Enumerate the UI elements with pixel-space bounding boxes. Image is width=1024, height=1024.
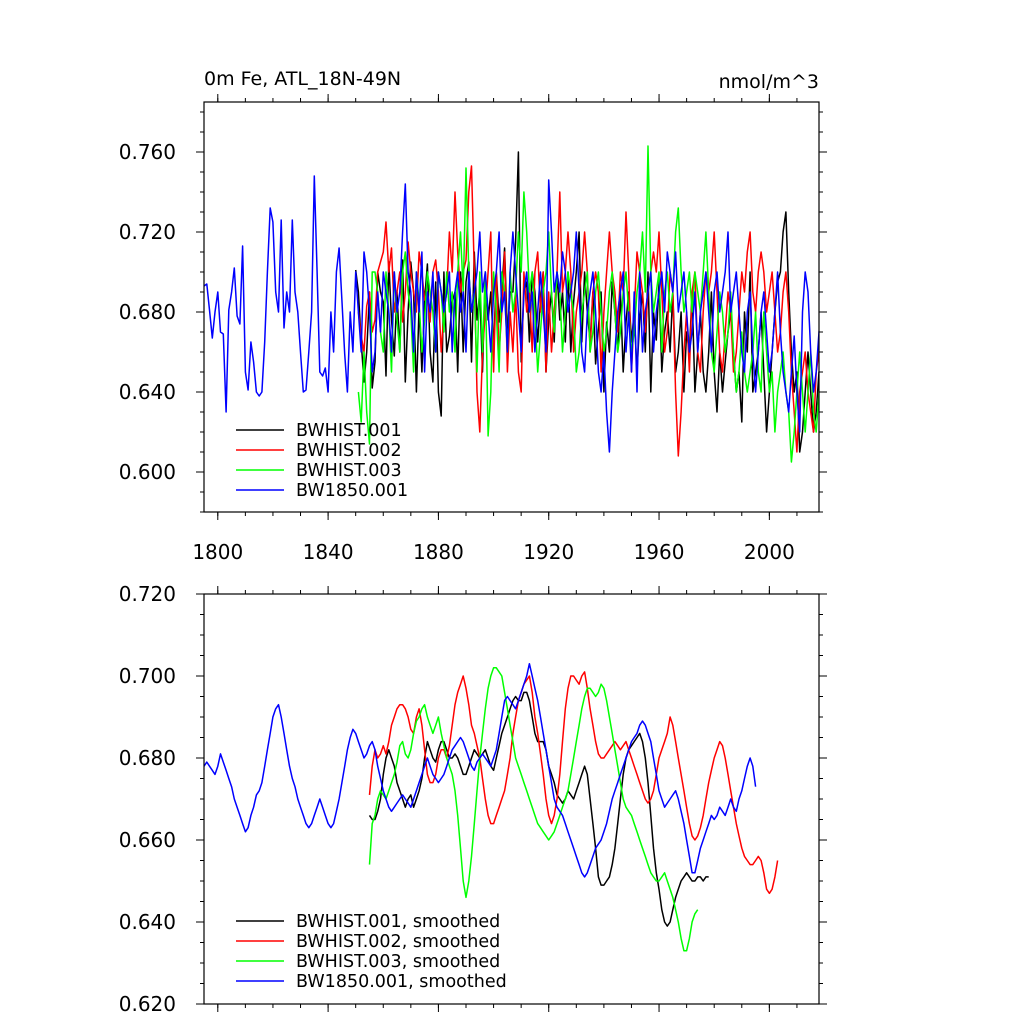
- smoothed-y-tick-label: 0.680: [119, 746, 176, 770]
- smoothed-legend-label-3: BWHIST.003, smoothed: [296, 952, 500, 972]
- smoothed-series-line-4: [204, 662, 757, 878]
- smoothed-axis-ticks: 0.620 0.640 0.660 0.680 0.700 0.720: [119, 582, 827, 1016]
- raw-x-tick-label: 2000: [744, 540, 795, 564]
- smoothed-y-tick-label: 0.620: [119, 992, 176, 1016]
- smoothed-y-tick-label: 0.660: [119, 828, 176, 852]
- smoothed-series-line-2: [368, 671, 779, 895]
- raw-plot-frame: [203, 101, 820, 513]
- smoothed-y-tick-label: 0.700: [119, 664, 176, 688]
- raw-x-tick-label: 1920: [523, 540, 574, 564]
- raw-legend-label-1: BWHIST.001: [296, 421, 402, 441]
- raw-legend-label-3: BWHIST.003: [296, 461, 402, 481]
- smoothed-legend-label-4: BW1850.001, smoothed: [296, 972, 507, 992]
- raw-x-tick-label: 1960: [634, 540, 685, 564]
- raw-y-tick-label: 0.720: [119, 220, 176, 244]
- raw-title-left: 0m Fe, ATL_18N-49N: [204, 68, 401, 90]
- smoothed-plot-area: [204, 662, 779, 952]
- raw-legend-label-2: BWHIST.002: [296, 441, 402, 461]
- smoothed-legend-label-1: BWHIST.001, smoothed: [296, 912, 500, 932]
- raw-x-tick-label: 1880: [413, 540, 464, 564]
- smoothed-y-tick-label: 0.640: [119, 910, 176, 934]
- raw-y-tick-label: 0.640: [119, 380, 176, 404]
- smoothed-series-line-3: [368, 667, 699, 952]
- raw-y-tick-label: 0.600: [119, 460, 176, 484]
- smoothed-y-tick-label: 0.720: [119, 582, 176, 606]
- raw-plot-area: [204, 145, 819, 463]
- raw-title-right: nmol/m^3: [719, 71, 819, 93]
- raw-axis-ticks: 0.600 0.640 0.680 0.720 0.760 1800 1840 1880 192…: [119, 94, 827, 564]
- smoothed-panel: 0.620 0.640 0.660 0.680 0.700 0.720 BWHIST.00…: [119, 582, 827, 1016]
- raw-x-tick-label: 1840: [303, 540, 354, 564]
- raw-series-line-4: [204, 175, 819, 453]
- raw-y-tick-label: 0.680: [119, 300, 176, 324]
- raw-legend-label-4: BW1850.001: [296, 481, 408, 501]
- raw-panel: 0.600 0.640 0.680 0.720 0.760 1800 1840 1880 192…: [119, 68, 827, 564]
- raw-x-tick-label: 1800: [192, 540, 243, 564]
- smoothed-legend-label-2: BWHIST.002, smoothed: [296, 932, 500, 952]
- raw-y-tick-label: 0.760: [119, 140, 176, 164]
